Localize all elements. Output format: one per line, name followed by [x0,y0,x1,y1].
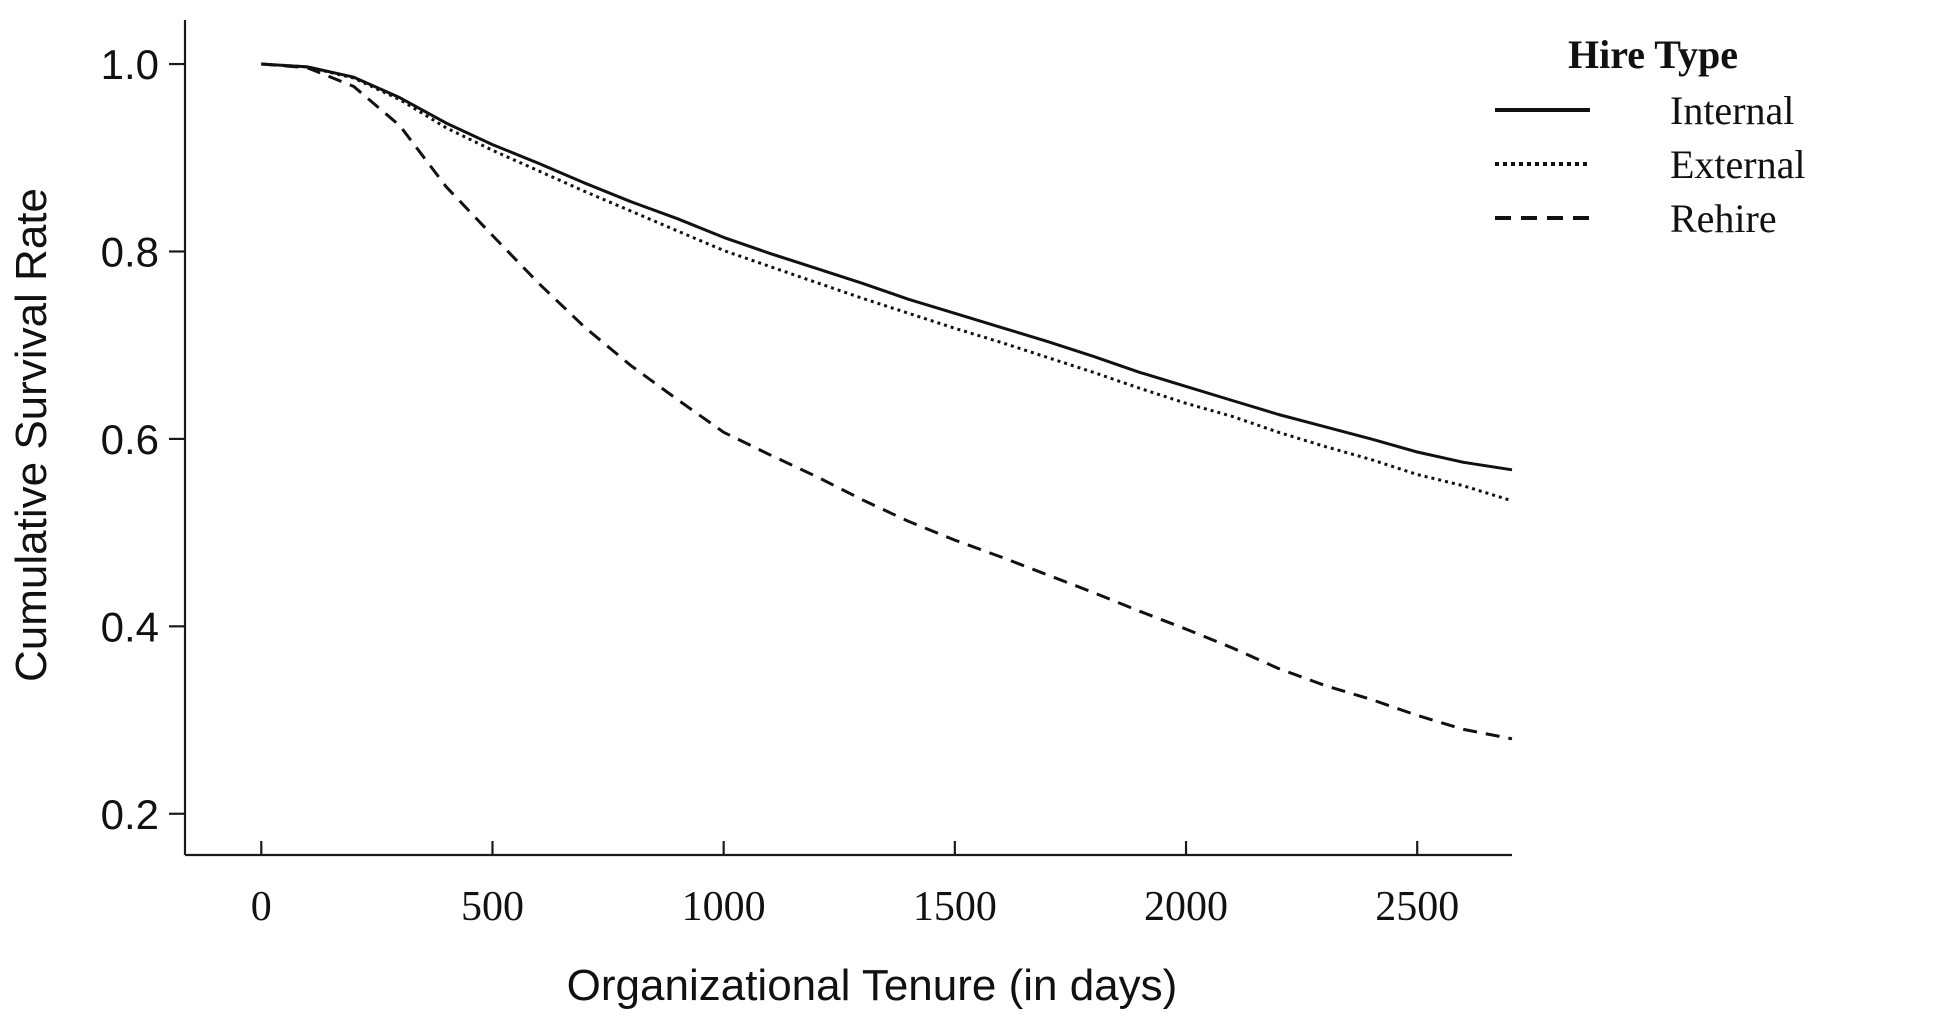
legend: Hire Type Internal External Rehire [1495,32,1806,241]
legend-label-internal: Internal [1670,88,1794,133]
legend-label-external: External [1670,142,1806,187]
x-tick-label: 2000 [1144,884,1228,930]
x-tick-label: 1000 [682,884,766,930]
x-tick-label: 1500 [913,884,997,930]
y-tick-label: 1.0 [101,41,159,88]
y-tick-label: 0.2 [101,791,159,838]
x-tick-label: 2500 [1375,884,1459,930]
y-tick-label: 0.8 [101,228,159,275]
legend-title: Hire Type [1568,32,1738,77]
series-line-rehire [261,62,1513,741]
x-tick-label: 0 [251,884,272,930]
x-axis-title: Organizational Tenure (in days) [567,961,1178,1010]
y-axis-title: Cumulative Survival Rate [7,188,56,682]
series-line-internal [261,62,1513,472]
legend-label-rehire: Rehire [1670,196,1777,241]
series-layer [261,62,1513,741]
y-tick-label: 0.6 [101,416,159,463]
x-tick-label: 500 [461,884,524,930]
series-line-external [261,62,1513,503]
y-tick-label: 0.4 [101,603,159,650]
axes: 0.2 0.4 0.6 0.8 1.0 0 500 1000 1500 2000 2500 [101,20,1512,930]
